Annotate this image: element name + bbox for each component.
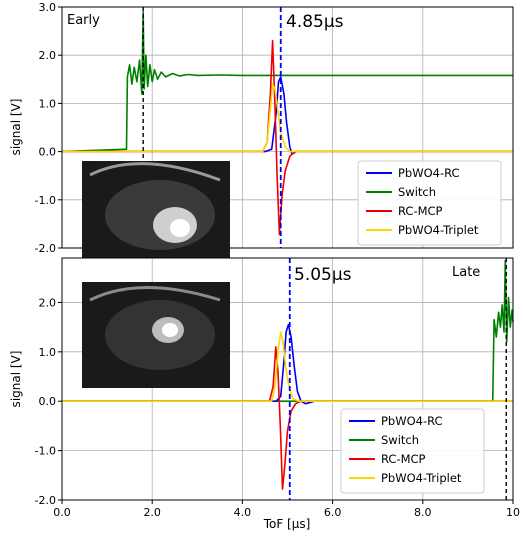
detector-photo-inset xyxy=(82,161,230,268)
y-tick-label: 2.0 xyxy=(39,296,57,309)
legend-late: PbWO4-RC Switch RC-MCP PbWO4-Triplet xyxy=(340,408,485,494)
legend-label: PbWO4-RC xyxy=(398,166,460,180)
legend-box xyxy=(340,408,485,494)
plot-frame xyxy=(61,257,514,501)
y-tick-label: 2.0 xyxy=(39,49,57,62)
legend-box xyxy=(357,160,502,246)
y-tick-label: -1.0 xyxy=(35,445,56,458)
y-tick-label: 1.0 xyxy=(39,346,57,359)
plot-frame xyxy=(61,6,514,249)
marker-label-late: 5.05µs xyxy=(294,265,352,285)
y-axis-label: signal [V] xyxy=(9,351,23,408)
panel-late: -2.0 -1.0 0.0 1.0 2.0 0.0 2.0 4.0 6.0 8.0 10 Late… xyxy=(9,257,520,531)
y-tick-label: -2.0 xyxy=(35,242,56,255)
x-tick-label: 0.0 xyxy=(53,506,71,519)
y-tick-label: -2.0 xyxy=(35,494,56,507)
y-axis-label: signal [V] xyxy=(9,99,23,156)
legend-label: RC-MCP xyxy=(381,452,426,466)
series-line-switch xyxy=(61,11,513,153)
x-tick-label: 4.0 xyxy=(234,506,252,519)
series-line-pbwo4-rc xyxy=(62,323,513,405)
panel-early: -2.0 -1.0 0.0 1.0 2.0 3.0 Early 4.85µs signal… xyxy=(9,1,514,268)
y-tick-label: 0.0 xyxy=(39,395,57,408)
y-tick-label: 0.0 xyxy=(39,146,57,159)
series-line-pbwo4-triplet xyxy=(62,331,513,403)
legend-early: PbWO4-RC Switch RC-MCP PbWO4-Triplet xyxy=(357,160,502,246)
corner-label-early: Early xyxy=(67,13,100,28)
y-tick-label: -1.0 xyxy=(35,194,56,207)
detector-photo-inset xyxy=(82,282,230,388)
y-tick-label: 3.0 xyxy=(39,1,57,14)
x-tick-label: 2.0 xyxy=(143,506,161,519)
x-tick-label: 10 xyxy=(506,506,520,519)
legend-label: Switch xyxy=(398,185,436,199)
series-line-pbwo4-triplet xyxy=(62,83,513,153)
series-line-switch xyxy=(62,259,514,403)
legend-label: PbWO4-Triplet xyxy=(398,223,479,237)
corner-label-late: Late xyxy=(452,265,480,280)
legend-label: PbWO4-RC xyxy=(381,414,443,428)
x-tick-label: 8.0 xyxy=(414,506,432,519)
legend-label: Switch xyxy=(381,433,419,447)
y-tick-label: 1.0 xyxy=(39,97,57,110)
legend-label: RC-MCP xyxy=(398,204,443,218)
x-tick-label: 6.0 xyxy=(324,506,342,519)
legend-label: PbWO4-Triplet xyxy=(381,471,462,485)
x-axis-label: ToF [µs] xyxy=(263,517,311,531)
marker-label-early: 4.85µs xyxy=(286,12,344,32)
